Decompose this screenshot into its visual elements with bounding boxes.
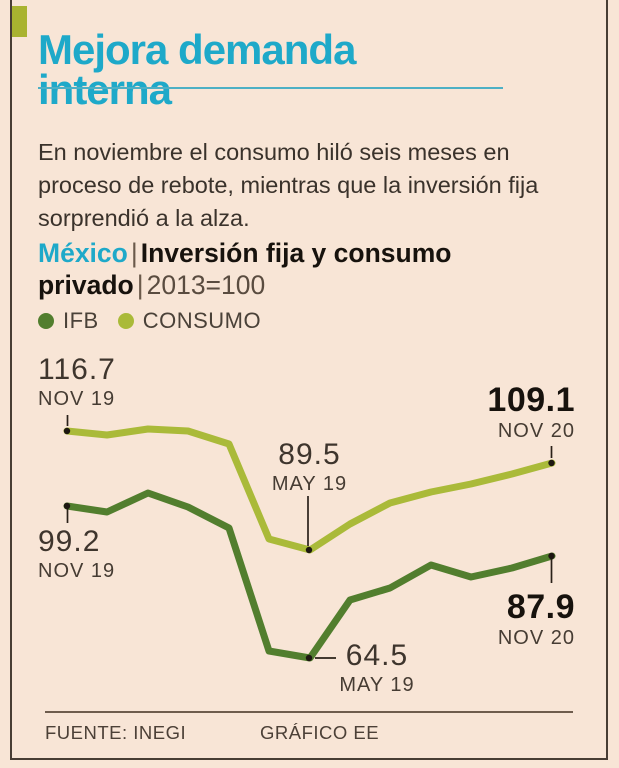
annotation-date: MAY 19 [271,473,348,495]
annotation-ifb-trough: 64.5 MAY 19 [334,639,420,696]
credit-label: GRÁFICO EE [260,722,380,743]
annotation-date: NOV 19 [38,388,116,410]
annotation-consumo-end: 109.1 NOV 20 [415,383,575,441]
annotation-ifb-end: 87.9 NOV 20 [415,590,575,648]
annotation-date: NOV 20 [497,420,575,442]
footer-rule [45,711,573,713]
annotation-value: 87.9 [506,588,575,626]
chart-region-label: México [38,238,128,268]
annotation-consumo-trough: 89.5 MAY 19 [252,438,367,495]
annotation-consumo-start: 116.7 NOV 19 [38,353,116,410]
annotation-date: NOV 19 [38,560,116,582]
annotation-date: MAY 19 [339,674,415,696]
accent-square [12,6,27,37]
annotation-date: NOV 20 [497,627,575,649]
title-divider-2: | [136,269,144,300]
intro-text: En noviembre el consumo hiló seis meses … [38,138,539,232]
consumo-legend-dot-icon [117,313,134,329]
annotation-value: 99.2 [38,525,101,558]
annotation-value: 89.5 [278,438,341,471]
chart-title: México | Inversión fija y consumo privado |… [38,238,508,302]
consumo-legend-label: CONSUMO [142,308,262,333]
page-title: Mejora demanda interna [38,26,356,114]
title-divider-1: | [130,238,138,268]
chart-title-bold: Inversión fija y consumo privado [38,238,452,300]
chart-index-base: 2013=100 [146,269,266,300]
annotation-value: 64.5 [345,639,409,672]
source-label: FUENTE: INEGI [45,722,187,743]
footer: FUENTE: INEGI GRÁFICO EE [0,722,619,752]
annotation-value: 116.7 [38,353,116,386]
ifb-legend-label: IFB [63,308,99,333]
headline-rule [38,87,503,89]
ifb-legend-dot-icon [38,313,54,329]
annotation-value: 109.1 [487,381,575,419]
chart-legend: IFB CONSUMO [38,308,261,334]
annotation-ifb-start: 99.2 NOV 19 [38,525,116,582]
